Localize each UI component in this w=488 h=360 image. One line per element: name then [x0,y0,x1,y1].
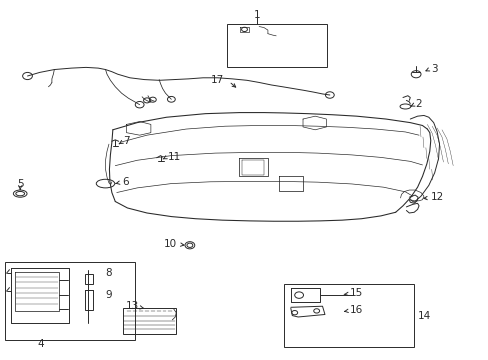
Text: 4: 4 [37,339,44,349]
Text: 2: 2 [415,99,422,109]
Bar [283,284,413,347]
Text: 14: 14 [417,311,430,321]
Bar [84,291,93,310]
Text: 1: 1 [253,10,260,20]
Text: 12: 12 [430,192,443,202]
Text: 7: 7 [123,136,130,146]
Text: 16: 16 [348,305,362,315]
Text: 10: 10 [164,239,177,249]
Text: 6: 6 [122,177,129,187]
Bar [84,274,93,284]
Text: 3: 3 [430,64,436,74]
Text: 5: 5 [17,179,23,189]
Bar [122,309,176,334]
Text: 9: 9 [105,290,112,300]
Text: 15: 15 [348,288,362,298]
Text: 17: 17 [210,75,224,85]
Text: 8: 8 [105,267,112,278]
Bar [4,262,135,339]
Bar [227,24,327,67]
Text: 13: 13 [126,301,139,311]
Text: 11: 11 [167,152,181,162]
